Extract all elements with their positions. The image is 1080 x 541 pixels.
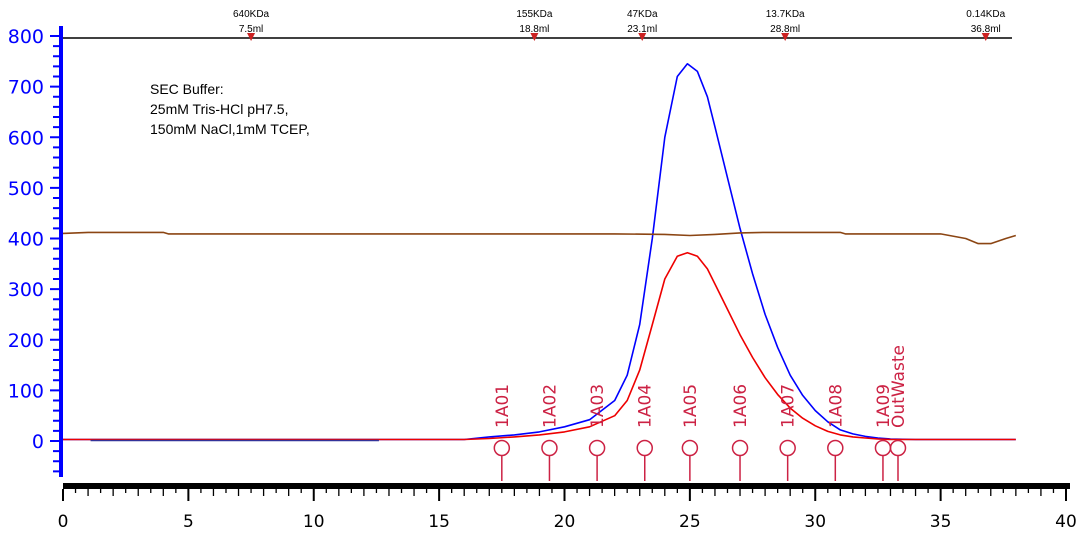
calibration-layer: 640KDa 7.5ml 155KDa 18.8ml 47KDa 23.1ml 13.7KD…: [63, 9, 1012, 41]
fraction-circle: [493, 439, 511, 457]
x-tick-label: 0: [58, 512, 69, 532]
fraction-circle: [681, 439, 699, 457]
calibration-mw-label: 0.14KDa: [966, 9, 1005, 20]
fraction-label: OutWaste: [889, 345, 909, 428]
series-line-2: [63, 251, 1016, 441]
calibration-marker-triangle: [247, 33, 256, 41]
calibration-mw-label: 47KDa: [627, 9, 658, 20]
fraction-label: 1A05: [681, 384, 701, 428]
calibration-volume-label: 18.8ml: [519, 24, 549, 35]
calibration-marker-triangle: [638, 33, 647, 41]
calibration-volume-label: 36.8ml: [971, 24, 1001, 35]
fraction-circle: [827, 439, 844, 457]
fraction-circle: [636, 439, 653, 457]
calibration-marker-triangle: [530, 33, 539, 41]
y-tick-label: 600: [8, 127, 44, 149]
calibration-volume-label: 23.1ml: [627, 24, 657, 35]
fraction-label: 1A04: [636, 384, 656, 428]
fraction-circle: [731, 439, 749, 457]
series-line-3: [62, 231, 1017, 245]
x-tick-label: 35: [930, 512, 952, 532]
fraction-layer: 1A01 1A02 1A03 1A04 1A05 1A06 1A07 1A08 1A09OutW…: [493, 345, 909, 481]
x-tick-label: 40: [1055, 512, 1077, 532]
calibration-mw-label: 13.7KDa: [766, 9, 805, 20]
annotation-line-2: 25mM Tris-HCl pH7.5,: [150, 101, 288, 117]
calibration-mw-label: 640KDa: [233, 9, 270, 20]
calibration-volume-label: 28.8ml: [770, 24, 800, 35]
x-tick-label: 20: [554, 512, 576, 532]
y-tick-label: 500: [8, 178, 44, 200]
annotation-line-3: 150mM NaCl,1mM TCEP,: [150, 121, 310, 137]
fraction-label: 1A07: [779, 384, 799, 428]
y-tick-label: 300: [8, 279, 44, 301]
y-axis-line: [59, 26, 63, 477]
fraction-circle: [779, 439, 796, 457]
x-axis-layer: 0 5 10 15 20 25 30 35 40: [58, 483, 1077, 532]
fraction-label: 1A01: [493, 384, 513, 428]
annotation-line-1: SEC Buffer:: [150, 81, 224, 97]
fraction-label: 1A08: [826, 384, 846, 428]
x-tick-label: 25: [679, 512, 701, 532]
fraction-circle: [874, 439, 892, 457]
x-axis-line: [63, 483, 1070, 489]
fraction-label: 1A09: [874, 384, 894, 428]
fraction-circle: [588, 439, 606, 457]
x-tick-label: 30: [804, 512, 826, 532]
calibration-mw-label: 155KDa: [516, 9, 553, 20]
y-tick-label: 0: [32, 431, 44, 453]
x-tick-label: 10: [303, 512, 325, 532]
y-tick-label: 400: [8, 229, 44, 251]
x-tick-label: 5: [183, 512, 194, 532]
series-layer: [62, 63, 1017, 442]
y-tick-label: 200: [8, 330, 44, 352]
fraction-label: 1A06: [731, 384, 751, 428]
fraction-circle: [541, 439, 558, 457]
calibration-volume-label: 7.5ml: [239, 24, 263, 35]
calibration-marker-triangle: [981, 33, 990, 41]
fraction-label: 1A02: [540, 384, 560, 428]
y-tick-label: 800: [8, 26, 44, 48]
fraction-label: 1A03: [588, 384, 608, 428]
x-tick-label: 15: [428, 512, 450, 532]
y-tick-label: 100: [8, 380, 44, 402]
y-tick-label: 700: [8, 77, 44, 99]
series-line-1: [63, 63, 1016, 441]
y-axis-layer: 0 100 200 300 400 500 600 700 800: [8, 26, 63, 477]
fraction-circle: [889, 439, 907, 457]
calibration-marker-triangle: [781, 33, 790, 41]
